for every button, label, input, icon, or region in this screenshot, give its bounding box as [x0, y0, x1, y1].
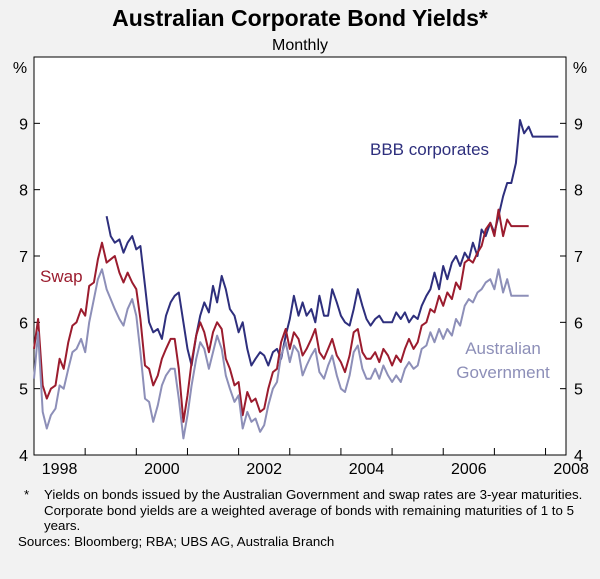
y-tick-label-right-5: 5 [574, 382, 583, 399]
sources: Sources: Bloomberg; RBA; UBS AG, Austral… [18, 533, 335, 549]
chart-notes: * Yields on bonds issued by the Australi… [18, 487, 588, 549]
label-swap: Swap [40, 267, 83, 286]
y-tick-label-right-8: 8 [574, 183, 583, 200]
x-tick-label-2000: 2000 [144, 461, 180, 478]
y-unit-right: % [573, 60, 587, 77]
y-tick-label-left-4: 4 [19, 448, 28, 465]
series-line-1 [33, 208, 529, 423]
y-tick-label-right-7: 7 [574, 249, 583, 266]
x-tick-label-2002: 2002 [246, 461, 282, 478]
x-tick-label-2004: 2004 [349, 461, 385, 478]
y-tick-label-left-8: 8 [19, 183, 28, 200]
footnote-text: Yields on bonds issued by the Australian… [44, 487, 583, 533]
footnote-marker: * [24, 487, 30, 502]
chart: Australian Corporate Bond Yields* Monthl… [13, 5, 589, 478]
x-tick-label-2006: 2006 [451, 461, 487, 478]
y-tick-label-left-7: 7 [19, 249, 28, 266]
x-tick-label-2008: 2008 [553, 461, 589, 478]
y-tick-label-left-5: 5 [19, 382, 28, 399]
y-unit-left: % [13, 60, 27, 77]
y-tick-label-right-6: 6 [574, 315, 583, 332]
y-tick-label-left-6: 6 [19, 315, 28, 332]
series-line-2 [33, 268, 529, 440]
y-tick-label-right-4: 4 [574, 448, 583, 465]
chart-title: Australian Corporate Bond Yields* [112, 5, 488, 31]
footnote: * Yields on bonds issued by the Australi… [18, 487, 588, 534]
series-line-0 [105, 119, 559, 367]
y-tick-label-left-9: 9 [19, 116, 28, 133]
label-australian: Australian [465, 339, 541, 358]
y-tick-label-right-9: 9 [574, 116, 583, 133]
x-tick-label-1998: 1998 [42, 461, 78, 478]
label-government: Government [456, 363, 550, 382]
plot-area: 4 4 5 5 6 6 7 7 8 8 9 9 1998 2000 2002 2004 2006 2008 [19, 56, 589, 478]
label-bbb-corporates: BBB corporates [370, 140, 489, 159]
chart-subtitle: Monthly [272, 37, 328, 54]
